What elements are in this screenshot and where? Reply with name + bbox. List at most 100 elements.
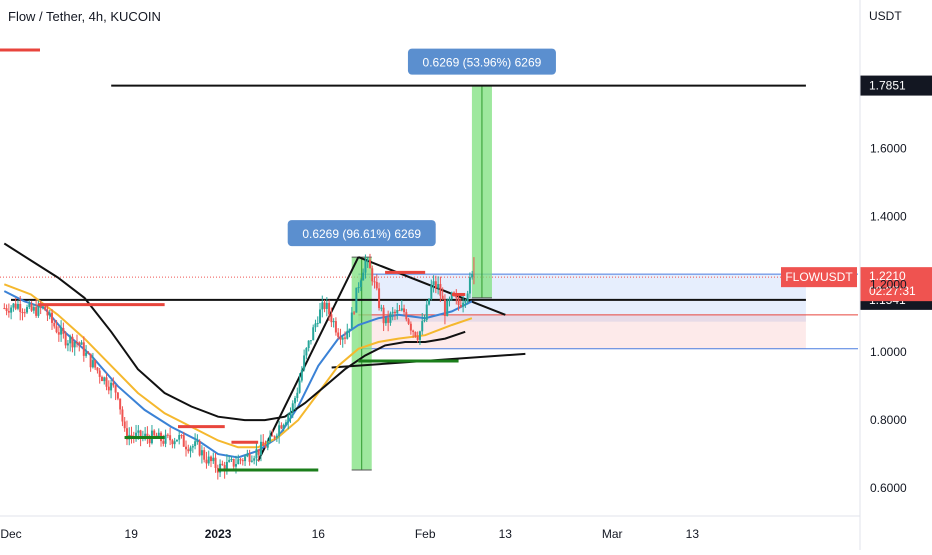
candle-body: [389, 313, 392, 323]
candle-body: [207, 456, 210, 464]
candle-body: [296, 392, 299, 399]
candle-body: [319, 309, 322, 324]
candle-body: [239, 459, 242, 461]
candle-body: [19, 303, 22, 313]
candle-body: [330, 314, 333, 323]
candle-body: [10, 307, 13, 313]
candle-body: [457, 297, 460, 306]
symbol-tag: [781, 267, 857, 288]
candle-body: [234, 464, 237, 467]
candle-body: [64, 333, 67, 346]
y-tick-label: 0.6000: [870, 481, 907, 495]
candle-body: [378, 288, 381, 309]
candle-body: [275, 435, 278, 438]
candle-body: [219, 463, 222, 473]
candle-body: [366, 259, 369, 261]
candle-body: [418, 331, 421, 340]
candle-body: [62, 328, 65, 334]
candle-body: [91, 360, 94, 368]
candle-body: [364, 260, 367, 273]
currency-label: USDT: [869, 9, 902, 23]
x-tick-label: Feb: [415, 527, 436, 541]
candle-body: [325, 302, 328, 309]
candle-body: [114, 385, 117, 393]
candle-body: [403, 308, 406, 313]
candle-body: [434, 281, 437, 289]
candle-body: [344, 337, 346, 339]
candle-body: [175, 439, 178, 442]
candle-body: [180, 435, 183, 437]
candle-body: [246, 453, 249, 457]
candle-body: [248, 453, 251, 462]
candle-body: [284, 422, 287, 425]
candle-body: [244, 456, 247, 462]
candle-body: [73, 342, 76, 348]
ema_fast-line: [3, 290, 473, 459]
candle-body: [139, 430, 142, 438]
candle-body: [300, 369, 303, 381]
candle-body: [87, 352, 90, 354]
candle-body: [205, 459, 208, 464]
candle-body: [439, 284, 442, 296]
candle-body: [328, 302, 331, 315]
candle-body: [173, 441, 176, 445]
candle-body: [191, 446, 194, 448]
x-tick-label: Mar: [602, 527, 623, 541]
candle-body: [146, 433, 149, 438]
candle-body: [312, 327, 315, 341]
measure-label-box: [287, 220, 436, 247]
candle-body: [157, 432, 160, 439]
candle-body: [350, 312, 353, 329]
price-tag-value: 1.7851: [869, 79, 906, 93]
price-tag: [860, 75, 932, 96]
candle-body: [257, 449, 260, 455]
candle-body: [346, 330, 349, 339]
symbol-tag-label: FLOWUSDT: [785, 270, 853, 284]
candle-body: [12, 303, 15, 308]
candle-body: [100, 376, 103, 382]
candle-body: [287, 415, 290, 423]
candle-body: [96, 367, 99, 371]
candle-body: [209, 456, 212, 462]
candle-body: [400, 308, 403, 311]
candle-body: [51, 312, 54, 323]
candle-body: [232, 458, 235, 467]
x-tick-label: 2023: [205, 527, 232, 541]
candle-body: [314, 323, 317, 328]
candle-body: [198, 441, 201, 456]
candle-body: [264, 445, 267, 448]
candle-body: [125, 428, 128, 440]
countdown-value: 02:27:31: [869, 284, 916, 298]
candle-body: [291, 403, 294, 412]
candle-body: [148, 437, 151, 444]
candle-body: [298, 380, 301, 393]
candle-body: [21, 312, 24, 314]
candle-body: [89, 353, 92, 368]
candle-body: [255, 449, 258, 459]
y-tick-label: 1.4000: [870, 209, 907, 223]
candle-body: [357, 287, 360, 289]
candle-body: [462, 302, 465, 307]
candle-body: [273, 436, 276, 438]
x-tick-label: Dec: [0, 527, 21, 541]
candle-body: [85, 352, 88, 356]
measure-label: 0.6269 (53.96%) 6269: [423, 56, 542, 70]
candle-body: [305, 348, 308, 356]
candle-body: [337, 332, 340, 338]
candle-body: [78, 342, 81, 345]
candle-body: [266, 441, 269, 448]
candle-body: [446, 300, 449, 316]
candle-body: [30, 303, 33, 311]
candle-body: [185, 446, 188, 450]
candle-body: [200, 450, 203, 456]
candle-body: [203, 450, 206, 460]
candle-body: [432, 281, 435, 286]
candle-body: [135, 432, 138, 438]
ema_slow-line: [3, 283, 473, 449]
candle-body: [112, 382, 115, 386]
candle-body: [171, 440, 174, 445]
y-tick-label: 1.6000: [870, 141, 907, 155]
measure-label: 0.6269 (96.61%) 6269: [302, 227, 421, 241]
